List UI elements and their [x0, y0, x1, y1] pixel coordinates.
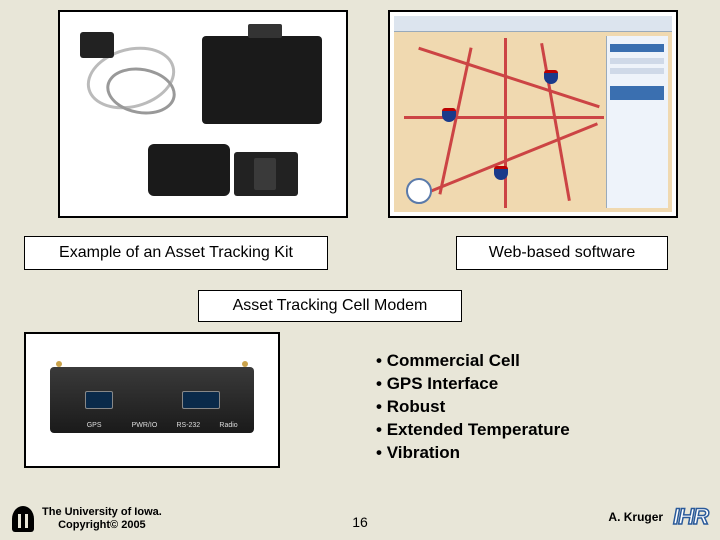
feature-list: • Commercial Cell • GPS Interface • Robu…: [376, 350, 570, 465]
institution-line2: Copyright© 2005: [42, 519, 162, 532]
bullet-text: Commercial Cell: [387, 351, 520, 370]
modem-title: Asset Tracking Cell Modem: [198, 290, 462, 322]
map-caption: Web-based software: [456, 236, 668, 270]
map-caption-text: Web-based software: [489, 244, 635, 262]
university-logo-icon: [12, 506, 34, 532]
list-item: • Vibration: [376, 442, 570, 465]
modem-title-text: Asset Tracking Cell Modem: [233, 297, 428, 315]
kit-caption-text: Example of an Asset Tracking Kit: [59, 244, 293, 262]
bullet-text: Vibration: [387, 443, 460, 462]
kit-image: [58, 10, 348, 218]
list-item: • GPS Interface: [376, 373, 570, 396]
modem-drawing: GPS PWR/IO RS-232 Radio: [32, 340, 272, 460]
modem-image: GPS PWR/IO RS-232 Radio: [24, 332, 280, 468]
footer-right: A. Kruger IHR: [608, 504, 708, 530]
list-item: • Robust: [376, 396, 570, 419]
ihr-logo-icon: IHR: [673, 504, 708, 530]
bullet-text: Robust: [387, 397, 446, 416]
bullet-text: GPS Interface: [387, 374, 499, 393]
list-item: • Extended Temperature: [376, 419, 570, 442]
map-drawing: [394, 16, 672, 212]
bullet-text: Extended Temperature: [387, 420, 570, 439]
map-image: [388, 10, 678, 218]
institution-line1: The University of Iowa.: [42, 506, 162, 519]
kit-caption: Example of an Asset Tracking Kit: [24, 236, 328, 270]
page-number: 16: [352, 514, 368, 530]
list-item: • Commercial Cell: [376, 350, 570, 373]
kit-drawing: [66, 18, 340, 210]
footer-left: The University of Iowa. Copyright© 2005: [12, 506, 162, 532]
author-name: A. Kruger: [608, 510, 663, 524]
